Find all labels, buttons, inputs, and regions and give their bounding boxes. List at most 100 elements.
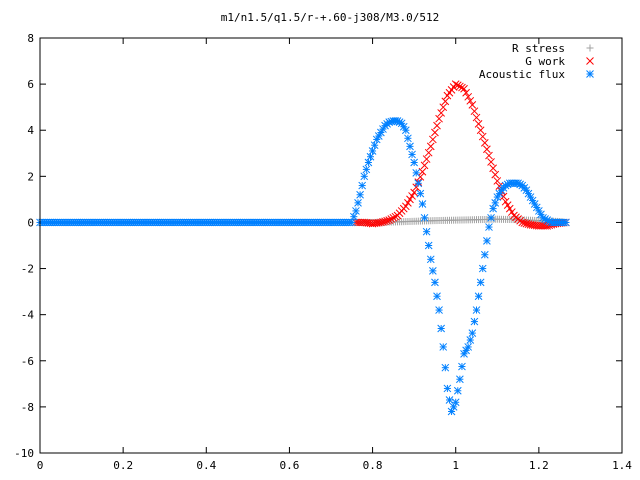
data-point	[433, 292, 441, 301]
data-point	[478, 132, 487, 141]
data-point	[385, 216, 394, 224]
data-point	[487, 158, 495, 166]
data-point	[420, 213, 429, 222]
data-point	[451, 398, 460, 407]
data-point	[456, 375, 464, 384]
x-tick-label: 0.4	[196, 459, 216, 472]
legend-marker	[586, 57, 594, 65]
y-tick-label: 8	[27, 32, 34, 45]
data-point	[387, 215, 396, 223]
data-point	[426, 255, 435, 264]
data-point	[439, 343, 448, 351]
data-point	[489, 204, 497, 213]
data-point	[360, 172, 369, 181]
data-point	[499, 192, 508, 201]
data-point	[410, 188, 418, 197]
data-point	[435, 306, 443, 314]
data-point	[431, 278, 439, 287]
data-point	[493, 177, 502, 185]
y-tick-label: 2	[27, 170, 34, 183]
data-point	[491, 170, 500, 179]
data-point	[453, 81, 462, 90]
data-point	[428, 135, 437, 144]
data-point	[362, 165, 371, 174]
data-point	[356, 190, 364, 199]
data-point	[404, 198, 412, 207]
data-point	[487, 213, 495, 222]
data-point	[562, 218, 570, 227]
data-point	[439, 103, 448, 112]
data-point	[483, 237, 491, 245]
data-point	[453, 386, 462, 395]
data-point	[476, 126, 485, 135]
data-point	[464, 343, 473, 351]
x-tick-label: 0.8	[363, 459, 383, 472]
data-point	[401, 202, 410, 211]
data-point	[352, 207, 360, 215]
data-point	[462, 88, 470, 97]
data-point	[347, 218, 356, 227]
data-point	[474, 120, 483, 128]
data-point	[489, 164, 497, 173]
y-tick-label: 6	[27, 78, 34, 91]
chart-title: m1/n1.5/q1.5/r-+.60-j308/M3.0/512	[221, 11, 440, 24]
data-point	[389, 213, 398, 222]
plot-frame	[39, 37, 623, 454]
data-point	[478, 264, 487, 273]
y-tick-label: -8	[21, 401, 34, 414]
data-point	[418, 167, 427, 176]
legend-marker	[586, 44, 594, 52]
data-point	[468, 329, 477, 337]
data-point	[416, 189, 425, 198]
data-point	[503, 201, 512, 210]
data-point	[485, 223, 493, 231]
data-point	[424, 148, 433, 157]
y-tick-label: 4	[27, 124, 34, 137]
data-point	[441, 363, 450, 372]
legend-label: G work	[525, 55, 565, 68]
data-point	[470, 107, 479, 116]
data-point	[408, 192, 416, 200]
legend-label: Acoustic flux	[479, 68, 565, 81]
data-point	[418, 200, 427, 208]
data-point	[468, 101, 477, 109]
data-point	[460, 84, 468, 93]
data-point	[406, 142, 414, 151]
data-point	[480, 250, 489, 259]
data-point	[447, 407, 456, 416]
data-point	[480, 139, 489, 147]
x-tick-label: 1.4	[612, 459, 632, 472]
data-point	[505, 204, 514, 213]
data-point	[428, 267, 437, 275]
y-tick-label: -6	[21, 355, 34, 368]
y-tick-label: 0	[27, 216, 34, 229]
series-acoustic-flux	[36, 117, 570, 416]
x-tick-label: 0.2	[113, 459, 133, 472]
data-point	[472, 113, 481, 122]
data-point	[437, 109, 446, 117]
data-point	[445, 396, 454, 404]
data-point	[354, 198, 362, 207]
data-point	[466, 336, 475, 344]
data-point	[410, 158, 418, 167]
data-point	[483, 145, 491, 154]
series-layer	[36, 80, 570, 416]
data-point	[443, 384, 452, 393]
data-point	[435, 114, 443, 123]
data-point	[476, 278, 485, 287]
data-point	[507, 208, 516, 216]
data-point	[433, 121, 441, 130]
data-point	[404, 134, 412, 143]
data-point	[466, 96, 475, 105]
data-point	[491, 198, 500, 207]
legend-marker	[586, 70, 594, 78]
data-point	[431, 128, 439, 137]
data-point	[501, 197, 510, 206]
data-point	[408, 150, 416, 159]
data-point	[474, 292, 483, 301]
y-tick-label: -2	[21, 263, 34, 276]
y-tick-label: -4	[21, 309, 35, 322]
data-point	[406, 195, 414, 204]
